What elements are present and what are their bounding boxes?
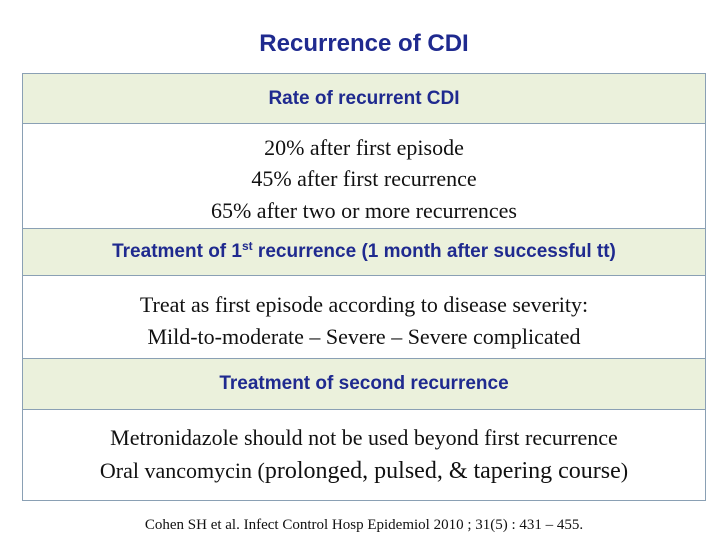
rate-body-row: 20% after first episode 45% after first … — [23, 124, 705, 228]
citation: Cohen SH et al. Infect Control Hosp Epid… — [144, 517, 584, 533]
first-recurrence-line-2: Mild-to-moderate – Severe – Severe compl… — [147, 324, 581, 349]
first-recurrence-header-row: Treatment of 1st recurrence (1 month aft… — [23, 229, 705, 275]
first-recurrence-line-1: Treat as first episode according to dise… — [139, 292, 589, 317]
rate-header-row: Rate of recurrent CDI — [23, 74, 705, 123]
divider — [23, 358, 705, 359]
divider — [23, 275, 705, 276]
recurrence-table: Rate of recurrent CDI 20% after first ep… — [22, 73, 706, 501]
second-recurrence-body-row: Metronidazole should not be used beyond … — [23, 410, 705, 500]
first-recurrence-header: Treatment of 1st recurrence (1 month aft… — [112, 239, 616, 262]
divider — [23, 228, 705, 229]
second-recurrence-line-2: Oral vancomycin (prolonged, pulsed, & ta… — [99, 458, 629, 484]
second-recurrence-line-1: Metronidazole should not be used beyond … — [110, 425, 618, 450]
first-recurrence-body-row: Treat as first episode according to dise… — [23, 276, 705, 358]
second-recurrence-header: Treatment of second recurrence — [219, 373, 509, 394]
rate-header: Rate of recurrent CDI — [268, 87, 460, 109]
second-recurrence-header-row: Treatment of second recurrence — [23, 359, 705, 409]
rate-line-1: 20% after first episode — [264, 135, 464, 160]
slide-title: Recurrence of CDI — [259, 30, 469, 57]
divider — [23, 409, 705, 410]
divider — [23, 123, 705, 124]
rate-line-3: 65% after two or more recurrences — [210, 198, 517, 223]
rate-line-2: 45% after first recurrence — [251, 166, 477, 191]
